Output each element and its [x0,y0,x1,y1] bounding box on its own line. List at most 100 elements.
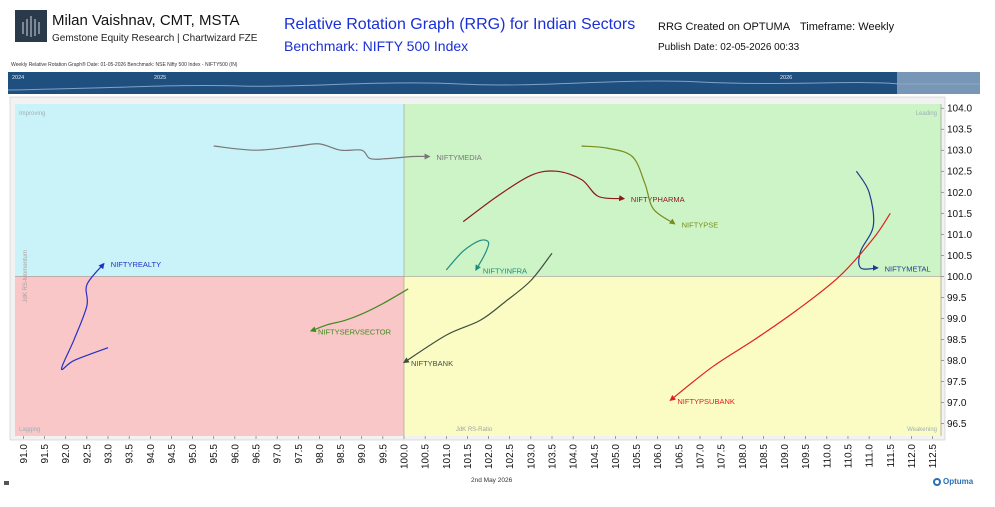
x-tick-label: 97.5 [294,444,305,464]
series-tail-niftypsubank [669,212,891,402]
series-label-niftyinfra: NIFTYINFRA [483,267,527,276]
axes: 96.5 97.0 97.5 98.0 98.5 99.0 99.5 100.0 100.5 10… [19,104,973,469]
quadrant-improving [15,104,405,277]
x-tick-label: 104.0 [569,444,580,469]
quadrant-leading [404,104,941,277]
y-tick-label: 99.0 [947,314,967,325]
quadrant-lagging [15,276,405,436]
x-tick-label: 96.0 [230,444,241,464]
strip-history-line [7,80,980,91]
x-tick-label: 91.5 [40,444,51,464]
series-tail-niftypharma [462,170,626,223]
optuma-icon [933,478,941,486]
strip-year-label: 2025 [154,75,166,81]
x-tick-label: 93.5 [125,444,136,464]
x-tick-label: 104.5 [590,444,601,469]
x-tick-label: 101.5 [463,444,474,469]
y-tick-label: 97.0 [947,398,967,409]
quadrant-label-leading: Leading [916,111,937,117]
x-tick-label: 99.0 [357,444,368,464]
x-tick-label: 95.0 [188,444,199,464]
footer-date: 2nd May 2026 [471,477,513,484]
optuma-logo: Optuma [933,477,973,486]
x-tick-label: 110.5 [843,444,854,469]
chart-subtitle: Benchmark: NIFTY 500 Index [284,38,469,54]
series: NIFTYMEDIA NIFTYPHARMA NIFTYPSE NIFTYINFRA N… [60,143,931,406]
series-label-niftypse: NIFTYPSE [682,220,719,229]
time-range-strip[interactable]: 2024 2025 2026 [7,72,980,94]
series-label-niftymetal: NIFTYMETAL [885,264,931,273]
y-tick-label: 97.5 [947,377,967,388]
x-tick-label: 105.5 [632,444,643,469]
x-tick-label: 102.5 [505,444,516,469]
x-tick-label: 112.5 [928,444,939,469]
y-tick-label: 101.0 [947,230,972,241]
series-tail-niftyservsector [309,288,409,333]
x-tick-label: 99.5 [378,444,389,464]
x-tick-label: 106.5 [674,444,685,469]
footer-marker [4,481,9,485]
x-tick-label: 97.0 [273,444,284,464]
x-tick-label: 93.0 [104,444,115,464]
x-tick-label: 103.5 [547,444,558,469]
y-tick-label: 99.5 [947,293,967,304]
y-tick-label: 96.5 [947,419,967,430]
x-tick-label: 107.5 [717,444,728,469]
author-name: Milan Vaishnav, CMT, MSTA [52,12,240,29]
x-tick-label: 108.5 [759,444,770,469]
x-tick-label: 92.5 [82,444,93,464]
x-tick-label: 109.0 [780,444,791,469]
x-tick-label: 95.5 [209,444,220,464]
series-label-niftybank: NIFTYBANK [411,359,453,368]
quadrant-label-weakening: Weakening [907,427,937,433]
series-label-niftyrealty: NIFTYREALTY [111,260,161,269]
quadrant-label-improving: Improving [19,111,45,117]
series-label-niftyservsector: NIFTYSERVSECTOR [318,327,392,336]
chart-header: Milan Vaishnav, CMT, MSTA Gemstone Equit… [0,0,995,62]
y-tick-label: 103.5 [947,125,972,136]
x-tick-label: 106.0 [653,444,664,469]
series-tail-niftyrealty [60,262,109,371]
y-tick-label: 103.0 [947,146,972,157]
x-tick-label: 112.0 [907,444,918,469]
y-tick-label: 98.0 [947,356,967,367]
logo-icon [15,10,47,42]
quadrant-label-lagging: Lagging [19,427,40,433]
x-tick-label: 105.0 [611,444,622,469]
publish-date-label: Publish Date: 02-05-2026 00:33 [658,42,800,53]
x-tick-label: 91.0 [19,444,30,464]
y-tick-label: 100.5 [947,251,972,262]
series-tail-niftymedia [213,143,431,160]
firm-name: Gemstone Equity Research | Chartwizard F… [52,33,258,44]
strip-caption: Weekly Relative Rotation Graph® Date: 01… [11,62,238,68]
series-tail-niftymetal [855,170,879,271]
x-tick-label: 94.5 [167,444,178,464]
x-tick-label: 102.0 [484,444,495,469]
x-tick-label: 107.0 [695,444,706,469]
x-tick-label: 100.5 [421,444,432,469]
quadrant-weakening [404,276,941,436]
x-tick-label: 111.5 [886,444,897,468]
series-label-niftymedia: NIFTYMEDIA [436,153,481,162]
x-tick-label: 92.0 [61,444,72,464]
x-tick-label: 111.0 [865,444,876,468]
y-tick-label: 101.5 [947,209,972,220]
strip-background [8,72,980,94]
y-tick-label: 98.5 [947,335,967,346]
series-label-niftypharma: NIFTYPHARMA [631,195,685,204]
series-tail-niftyinfra [445,239,490,272]
y-axis-label: JdK RS-Momentum [23,250,29,302]
x-tick-label: 108.0 [738,444,749,469]
x-axis-label: JdK RS-Ratio [456,427,493,433]
x-tick-label: 98.5 [336,444,347,464]
created-on-label: RRG Created on OPTUMA [658,21,791,33]
x-tick-label: 101.0 [442,444,453,469]
y-tick-label: 104.0 [947,104,972,115]
y-tick-label: 102.5 [947,167,972,178]
strip-year-label: 2024 [12,75,24,81]
optuma-brand: Optuma [943,477,974,486]
timeframe-label: Timeframe: Weekly [800,21,895,33]
y-tick-label: 100.0 [947,272,972,283]
x-tick-label: 96.5 [252,444,263,464]
